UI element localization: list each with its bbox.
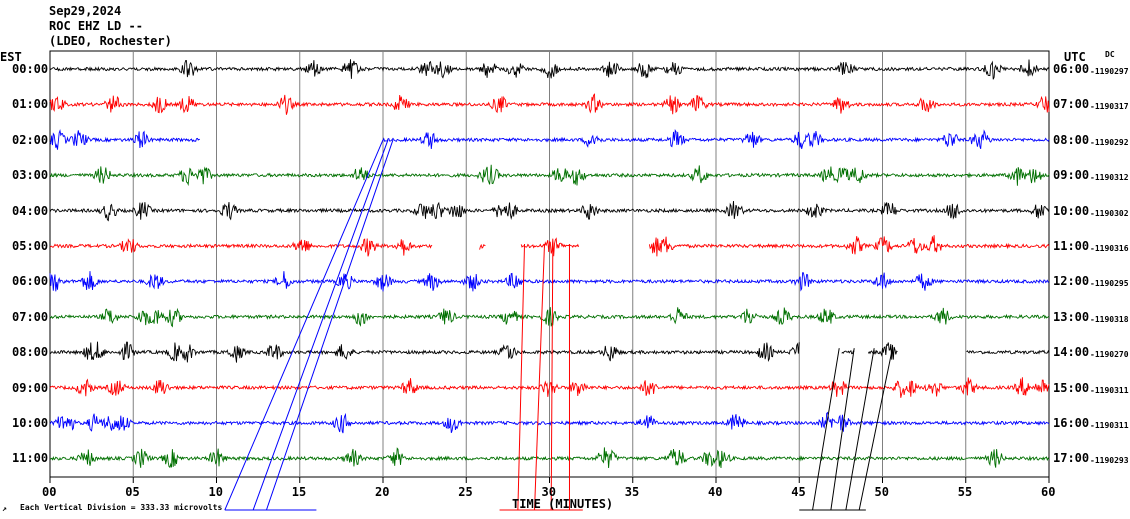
utc-axis-label: UTC [1064,50,1086,64]
x-tick-label: 35 [624,485,640,499]
est-hour-label: 04:00 [12,203,49,218]
seismic-trace [49,447,1050,469]
utc-hour-label: 07:00 [1053,97,1090,112]
trace-group [49,59,1050,469]
x-tick-label: 20 [375,485,390,499]
x-tick-label: 15 [291,485,307,499]
date-label: Sep29,2024 [49,4,122,18]
est-hour-label: 06:00 [12,274,49,289]
event-line [534,243,546,511]
seismic-trace [49,271,1050,292]
event-line [830,348,855,511]
station-label: ROC EHZ LD -- [49,19,143,33]
x-tick-label: 50 [874,485,889,499]
seismic-trace [49,200,1050,222]
dc-offset-label: -1190311 [1090,421,1129,430]
seismic-trace [49,377,1050,398]
utc-hour-label: 11:00 [1053,239,1090,253]
event-line [517,243,526,511]
dc-offset-label: -1190295 [1090,279,1129,289]
est-axis-label: EST [0,50,22,64]
utc-hour-label: 15:00 [1053,380,1090,395]
dc-offset-label: -1190316 [1090,244,1129,253]
est-hour-label: 02:00 [12,132,49,147]
utc-hour-label: 09:00 [1053,168,1090,183]
dc-offset-label: -1190293 [1090,456,1129,466]
dc-offset-label: -1190292 [1090,137,1129,147]
seismic-trace [49,341,1050,363]
arrow-icon: ↗ [2,504,7,513]
est-hour-label: 09:00 [12,380,49,395]
event-line [858,348,893,511]
seismic-trace [49,59,1050,80]
x-tick-label: 00 [42,485,57,499]
est-hour-label: 08:00 [12,345,49,360]
event-line [265,139,394,511]
est-hour-label: 00:00 [12,62,49,76]
seismic-trace [49,164,1050,187]
dc-label: DC [1105,50,1115,59]
seismic-trace [49,307,1050,328]
event-line [812,348,840,511]
dc-offset-label: -1190318 [1090,314,1129,324]
x-axis-title: TIME (MINUTES) [512,497,614,511]
utc-hour-label: 10:00 [1053,203,1090,218]
network-label: (LDEO, Rochester) [49,34,172,48]
event-line [550,243,554,511]
utc-hour-label: 06:00 [1053,62,1090,76]
utc-hour-label: 14:00 [1053,345,1090,360]
x-tick-label: 30 [541,485,556,499]
dc-offset-label: -1190311 [1090,385,1129,395]
dc-offset-label: -1190302 [1090,208,1129,218]
seismic-trace [49,411,1050,434]
x-tick-label: 60 [1041,485,1056,499]
event-line [845,348,875,511]
dc-offset-label: -1190297 [1090,67,1129,76]
x-tick-label: 40 [708,485,723,499]
x-tick-label: 05 [125,485,140,499]
seismic-trace [49,128,1050,150]
scale-note: Each Vertical Division = 333.33 microvol… [20,503,223,512]
seismic-trace [49,93,1050,115]
est-hour-label: 07:00 [12,309,49,324]
x-tick-label: 10 [208,485,223,499]
event-line [252,139,389,511]
dc-offset-label: -1190312 [1090,173,1129,183]
utc-hour-label: 16:00 [1053,416,1090,430]
utc-hour-label: 12:00 [1053,274,1090,289]
dc-offset-label: -1190317 [1090,102,1129,112]
event-lines [224,139,893,511]
est-hour-label: 10:00 [12,416,49,430]
est-hour-label: 05:00 [12,239,49,253]
utc-hour-label: 13:00 [1053,309,1090,324]
est-hour-label: 03:00 [12,168,49,183]
event-line [224,139,384,511]
seismic-trace [49,235,1050,257]
utc-hour-label: 17:00 [1053,451,1090,466]
utc-hour-label: 08:00 [1053,132,1090,147]
est-hour-label: 01:00 [12,97,49,112]
x-tick-label: 45 [791,485,806,499]
x-axis-ticks [49,477,1050,483]
x-tick-label: 55 [957,485,973,499]
dc-offset-label: -1190270 [1090,350,1129,360]
x-tick-label: 25 [458,485,473,499]
est-hour-label: 11:00 [12,451,49,466]
grid-lines [132,51,967,477]
